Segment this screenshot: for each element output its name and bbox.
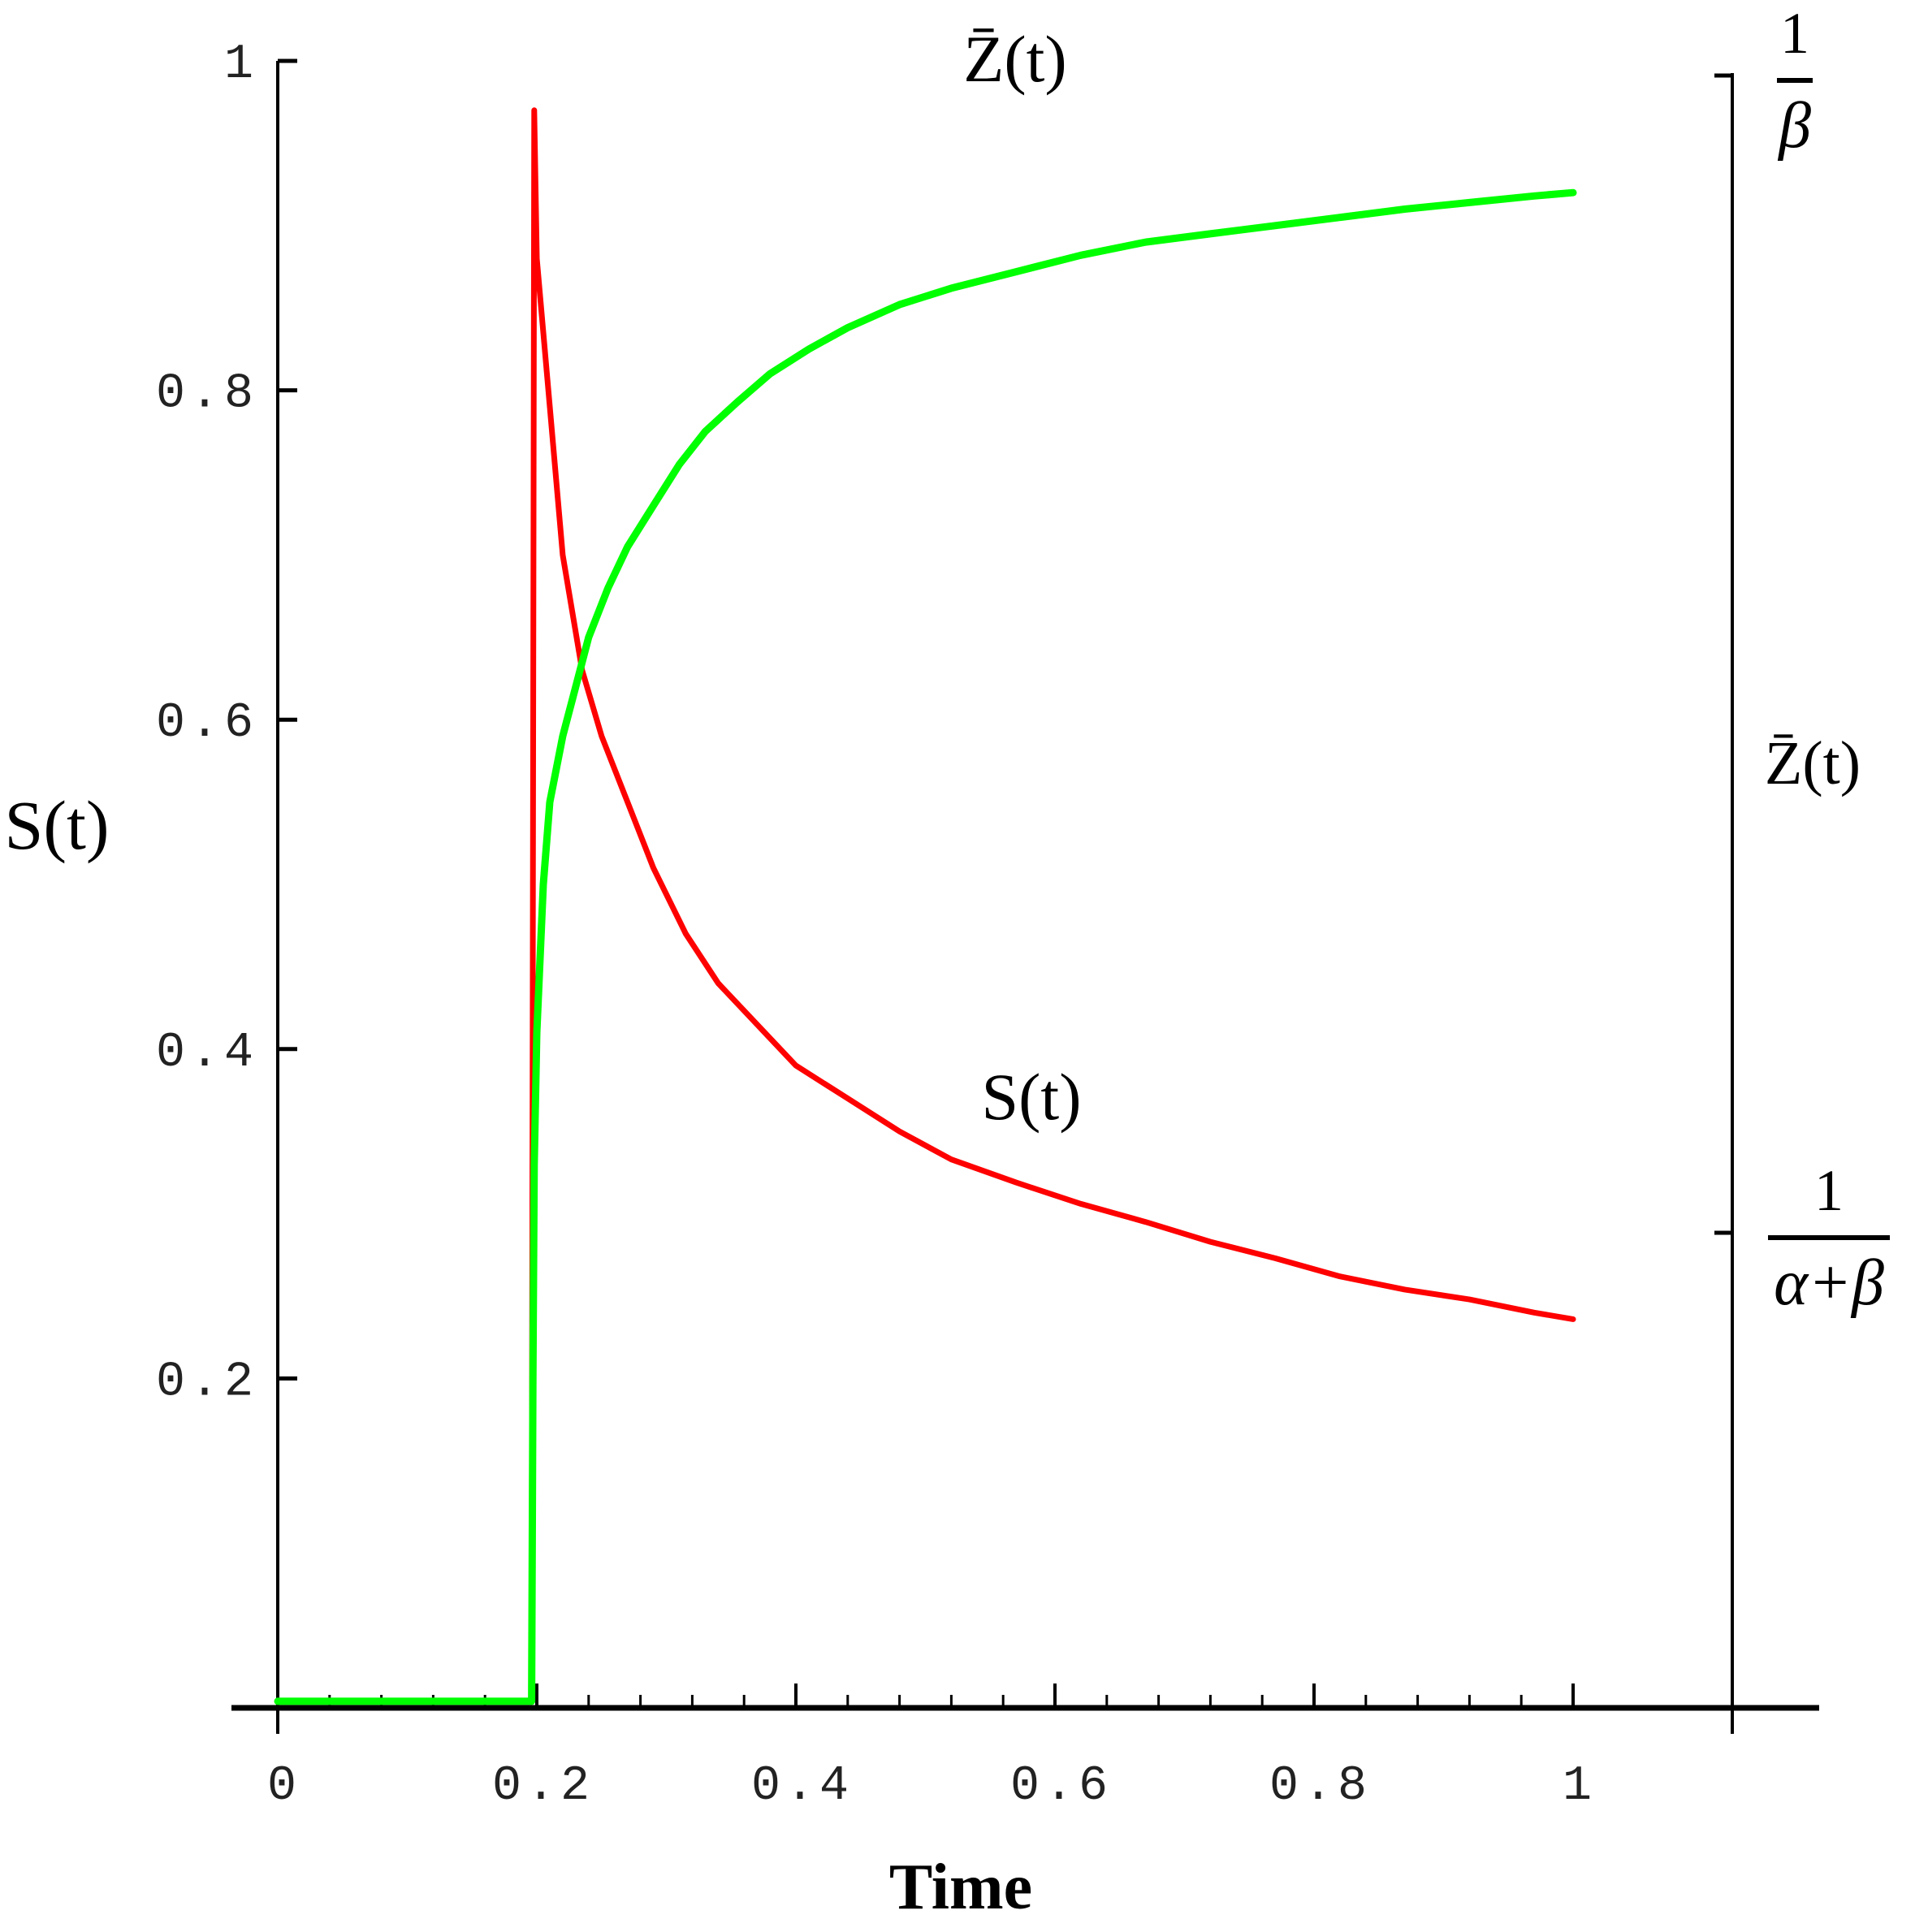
y-tick-label: 1: [224, 37, 258, 93]
x-minor-ticks: [328, 1695, 1523, 1708]
y-ticks: 0.2 0.4 0.6 0.8 1: [156, 37, 297, 1410]
right-axis-title: Z̄(t): [1765, 729, 1861, 797]
y-tick-label: 0.2: [156, 1355, 258, 1410]
annotation-s-label: S(t): [982, 1060, 1082, 1134]
x-tick-label: 0.4: [751, 1759, 854, 1814]
right-axis-ticks: 1 β 1 α+β: [1714, 1, 1890, 1319]
x-ticks: 0 0.2 0.4 0.6 0.8 1: [267, 1683, 1597, 1814]
x-tick-label: 0.8: [1269, 1759, 1372, 1814]
x-tick-label: 0.6: [1010, 1759, 1113, 1814]
right-tick-numerator: 1: [1814, 1158, 1844, 1223]
y-tick-label: 0.8: [156, 367, 258, 422]
annotation-z-label: Z̄(t): [963, 22, 1066, 96]
right-tick-denominator: α+β: [1774, 1247, 1884, 1319]
x-axis-title: Time: [889, 1852, 1032, 1923]
right-tick-numerator: 1: [1780, 1, 1809, 66]
y-axis-title: S(t): [5, 786, 110, 864]
series-layer: [274, 107, 1577, 1705]
right-tick-denominator: β: [1777, 90, 1811, 162]
series-line-s: [529, 107, 1576, 1662]
y-tick-label: 0.4: [156, 1026, 258, 1081]
y-tick-label: 0.6: [156, 696, 258, 751]
axes: [231, 61, 1819, 1734]
x-tick-label: 0: [267, 1759, 301, 1814]
x-tick-label: 0.2: [492, 1759, 594, 1814]
series-line-z: [274, 188, 1577, 1705]
x-tick-label: 1: [1563, 1759, 1597, 1814]
